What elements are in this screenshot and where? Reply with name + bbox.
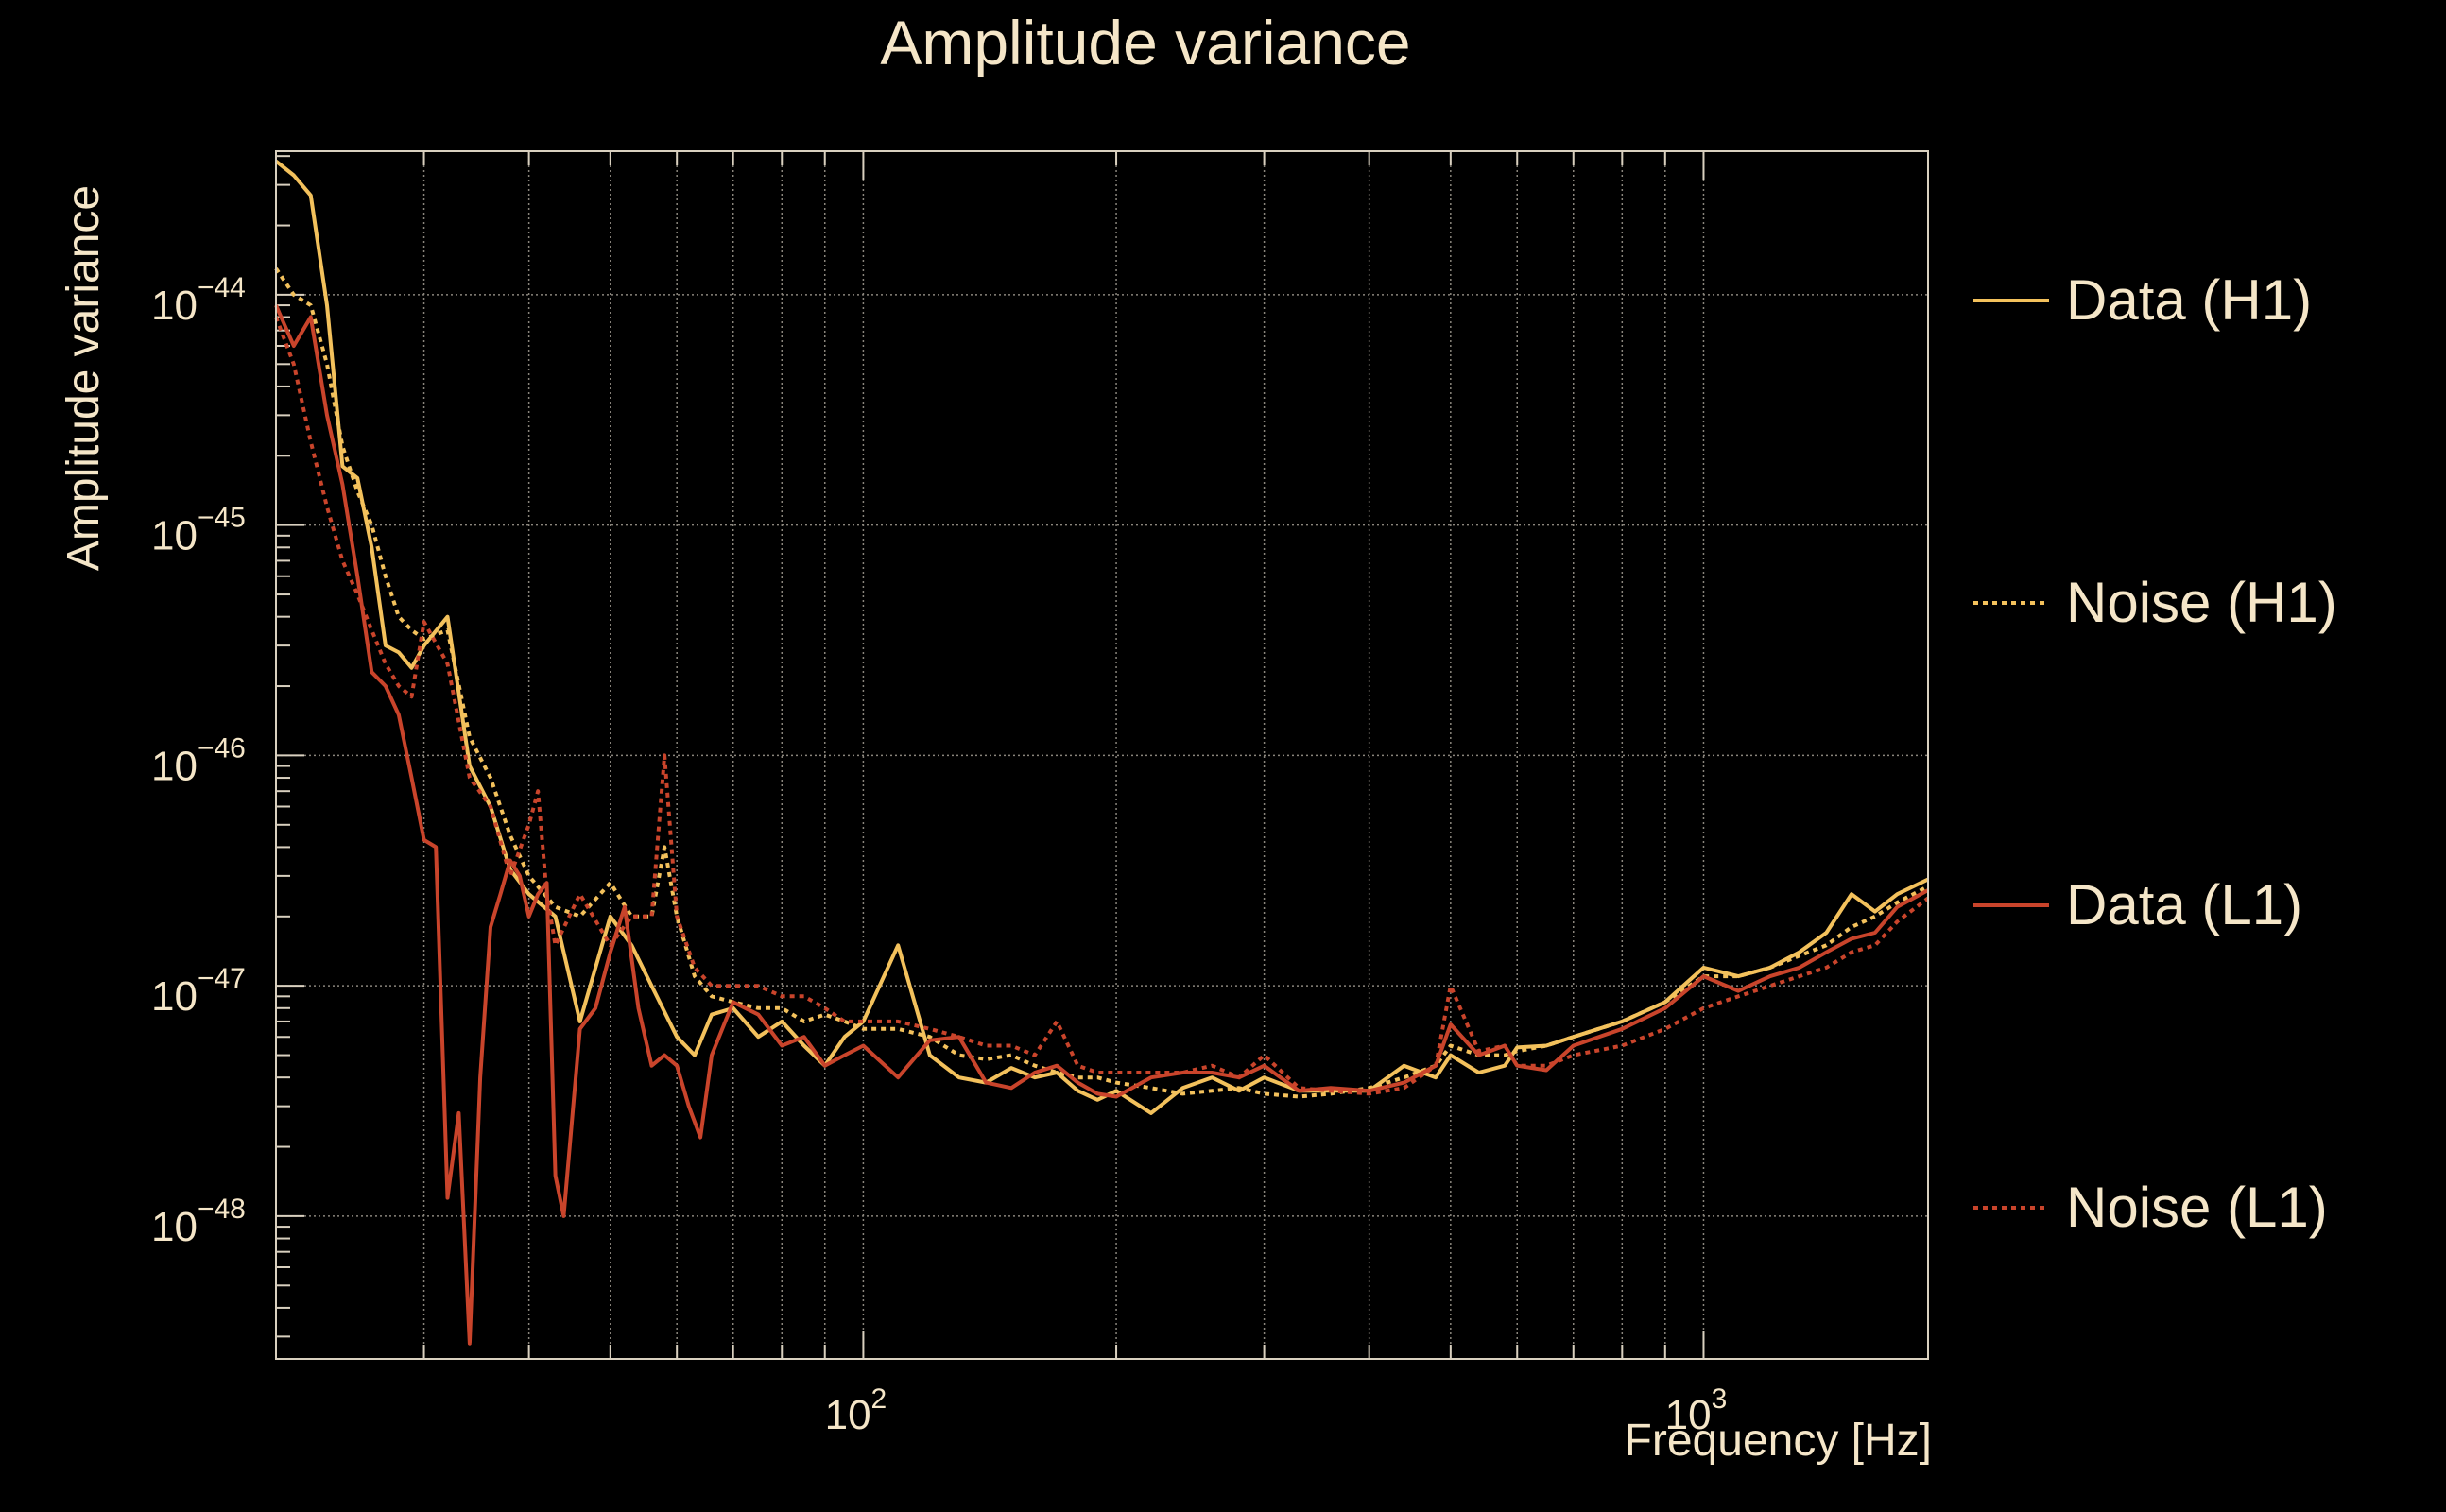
- plot-area: [274, 160, 1930, 1346]
- y-axis-label: Amplitude variance: [59, 185, 109, 571]
- legend: Data (H1) Noise (H1) Data (L1) Noise (L1): [1973, 268, 2337, 1239]
- legend-label-2: Noise (H1): [2066, 571, 2337, 634]
- legend-label-1: Data (H1): [2066, 268, 2312, 332]
- x-tick-label: 102: [825, 1383, 887, 1438]
- x-axis-label: Frequency [Hz]: [1625, 1416, 1932, 1466]
- legend-label-4: Noise (L1): [2066, 1176, 2328, 1239]
- legend-label-3: Data (L1): [2066, 873, 2302, 936]
- x-tick-label: 103: [1665, 1383, 1728, 1438]
- y-tick-label: 10−47: [151, 963, 246, 1020]
- y-tick-label: 10−46: [151, 732, 246, 789]
- y-tick-label: 10−44: [151, 272, 246, 329]
- chart-title: Amplitude variance: [880, 8, 1410, 77]
- plot-frame: [275, 150, 1929, 1360]
- y-tick-label: 10−48: [151, 1194, 246, 1250]
- y-tick-label: 10−45: [151, 503, 246, 559]
- tick-labels: 102 103 10−44 10−45 10−46 10−47 10−48: [151, 272, 1727, 1438]
- axis-ticks: [275, 151, 1705, 1359]
- series-line-4: [274, 316, 1930, 1096]
